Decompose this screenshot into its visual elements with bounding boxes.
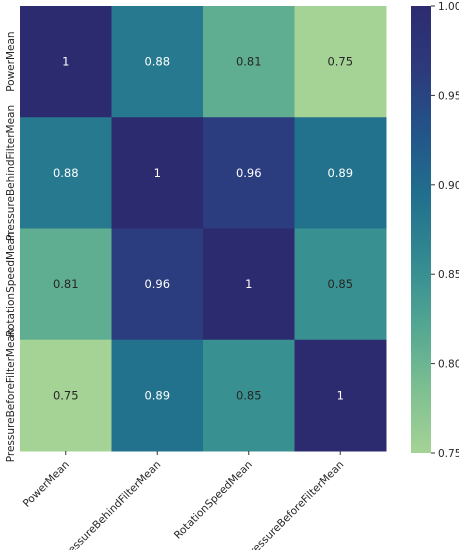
cell-annotation: 0.96 <box>236 166 262 180</box>
colorbar-tick-label: 0.95 <box>438 90 459 102</box>
x-tick-label: PowerMean <box>21 459 72 510</box>
cell-annotation: 0.89 <box>327 166 353 180</box>
cell-annotation: 0.75 <box>53 388 79 402</box>
heatmap-cell <box>203 6 295 118</box>
cell-annotation: 0.81 <box>236 55 262 69</box>
heatmap-cell <box>20 339 112 452</box>
colorbar-tick-label: 0.80 <box>438 359 459 371</box>
cell-annotation: 0.81 <box>53 277 79 291</box>
colorbar-ticks: 0.75 0.80 0.85 0.90 0.95 1.00 <box>431 1 459 460</box>
cell-annotation: 0.89 <box>144 388 170 402</box>
heatmap-cell <box>20 228 112 341</box>
cell-annotation: 0.88 <box>53 166 79 180</box>
y-tick-label: PressureBeforeFilterMean <box>5 328 17 462</box>
cell-annotation: 0.75 <box>327 55 353 69</box>
heatmap-cell <box>203 228 295 341</box>
y-tick-label: PowerMean <box>5 31 17 91</box>
heatmap-cell <box>294 6 387 118</box>
heatmap-annotations: 1 0.88 0.81 0.75 0.88 1 0.96 0.89 0.81 0.96 1 0.85 0… <box>53 55 353 403</box>
x-tick-label: RotationSpeedMean <box>172 459 255 542</box>
y-axis-tick-labels: PowerMean PressureBehindFilterMeanRotatio… <box>5 31 17 462</box>
cell-annotation: 0.88 <box>144 55 170 69</box>
heatmap-cells <box>20 6 387 452</box>
y-tick-label: RotationSpeedMean <box>5 231 17 336</box>
heatmap-cell <box>294 228 387 341</box>
heatmap-cell <box>203 339 295 452</box>
colorbar-tick-label: 1.00 <box>438 1 459 13</box>
heatmap-cell <box>20 117 112 229</box>
colorbar-tick-label: 0.90 <box>438 180 459 192</box>
cell-annotation: 1 <box>62 55 69 69</box>
x-tick-label: PressureBehindFilterMean <box>59 459 164 550</box>
x-tick-label: PressureBeforeFilterMean <box>243 459 346 550</box>
y-tick-label: PressureBehindFilterMean <box>5 105 17 241</box>
heatmap-cell <box>294 117 387 229</box>
heatmap-cell <box>294 339 387 452</box>
cell-annotation: 0.96 <box>144 277 170 291</box>
colorbar-tick-label: 0.75 <box>438 448 459 460</box>
colorbar <box>411 6 431 453</box>
heatmap-cell <box>111 228 204 341</box>
cell-annotation: 0.85 <box>236 388 262 402</box>
colorbar-tick-label: 0.85 <box>438 269 459 281</box>
cell-annotation: 1 <box>337 388 344 402</box>
heatmap-cell <box>203 117 295 229</box>
cell-annotation: 1 <box>245 277 252 291</box>
heatmap-cell <box>111 6 204 118</box>
cell-annotation: 1 <box>154 166 161 180</box>
heatmap-cell <box>111 339 204 452</box>
cell-annotation: 0.85 <box>327 277 353 291</box>
heatmap-cell <box>20 6 112 118</box>
heatmap-cell <box>111 117 204 229</box>
